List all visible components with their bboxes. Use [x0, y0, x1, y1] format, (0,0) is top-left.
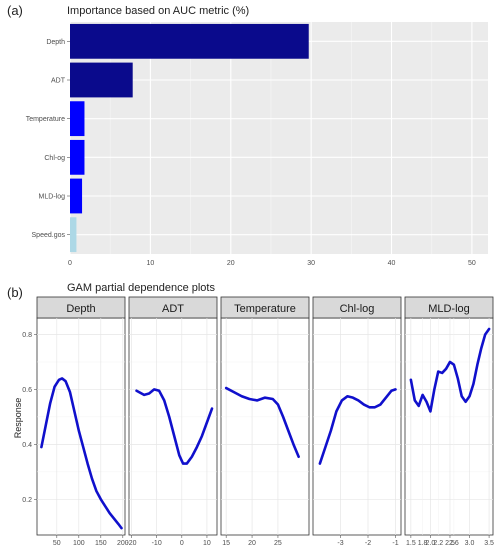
plot-background: [70, 22, 488, 254]
x-tick-label: -10: [152, 540, 162, 547]
y-tick-label: 0.2: [22, 497, 32, 504]
panel-a-label: (a): [7, 3, 23, 18]
bar-temperature: [70, 101, 85, 137]
x-tick-label: 1.5: [406, 540, 416, 547]
y-tick-label: ADT: [51, 78, 66, 85]
x-tick-label: 1.8: [418, 540, 428, 547]
response-line: [135, 388, 214, 465]
y-tick-label: Depth: [46, 39, 65, 46]
facet-strip-label: Depth: [66, 303, 95, 315]
gam-partial-dependence-chart: Depth 50 100 150 200 0.2 0.4 0.6 0.8 ADT -20 -10 0 10…: [22, 296, 494, 547]
x-tick-label: 0: [68, 260, 72, 267]
facet-strip: [36, 296, 126, 319]
response-line: [409, 327, 491, 413]
x-tick-label: 150: [95, 540, 107, 547]
y-tick-label: 0.4: [22, 442, 32, 449]
response-line: [318, 388, 397, 465]
facet-strip-label: Chl-log: [340, 303, 375, 315]
facet-temperature: Temperature 15 20 25: [220, 296, 310, 547]
facet-chl-log: Chl-log -3 -2 -1: [312, 296, 402, 547]
facet-strip-label: Temperature: [234, 303, 296, 315]
facet-depth: Depth 50 100 150 200 0.2 0.4 0.6 0.8: [22, 296, 129, 547]
bar-chl-og: [70, 139, 85, 175]
y-tick-label: 0.8: [22, 332, 32, 339]
x-tick-label: 2.5: [445, 540, 455, 547]
facet-strip: [404, 296, 494, 319]
x-tick-label: 2.0: [426, 540, 436, 547]
x-tick-label: 3.0: [465, 540, 475, 547]
x-tick-label: 40: [388, 260, 396, 267]
x-tick-label: 15: [222, 540, 230, 547]
x-tick-label: 10: [146, 260, 154, 267]
facet-strip: [312, 296, 402, 319]
facet-mld-log: MLD-log 1.5 2.0 2.5 3.0 3.5 1.8 2.2 2.6: [404, 296, 494, 547]
facet-strip: [220, 296, 310, 319]
importance-bar-chart: 0 10 20 30 40 50 Depth ADT Temperature Chl-og MLD-…: [26, 22, 488, 267]
y-tick-label: MLD-log: [39, 194, 66, 201]
facet-strip-label: MLD-log: [428, 303, 470, 315]
facet-strip-label: ADT: [162, 303, 184, 315]
facet-panel: [220, 317, 310, 536]
bar-depth: [70, 23, 309, 59]
bar-mld-log: [70, 178, 83, 214]
x-tick-label: 50: [53, 540, 61, 547]
x-tick-label: 50: [468, 260, 476, 267]
response-line: [224, 386, 300, 459]
panel-b-label: (b): [7, 285, 23, 300]
response-line: [40, 377, 123, 530]
x-tick-label: 20: [248, 540, 256, 547]
x-tick-label: 2.2: [433, 540, 443, 547]
facet-panel: [404, 317, 494, 536]
x-tick-label: 2.6: [449, 540, 459, 547]
y-tick-label: Chl-og: [44, 155, 65, 162]
x-tick-label: -20: [126, 540, 136, 547]
x-tick-label: 30: [307, 260, 315, 267]
x-tick-label: 3.5: [484, 540, 494, 547]
x-tick-label: -2: [365, 540, 371, 547]
facet-adt: ADT -20 -10 0 10: [126, 296, 218, 547]
facet-panel: [312, 317, 402, 536]
x-tick-label: 200: [117, 540, 129, 547]
x-tick-label: -3: [337, 540, 343, 547]
bar-speed-gos: [70, 217, 77, 253]
chart-a-title: Importance based on AUC metric (%): [67, 5, 249, 17]
x-tick-label: 25: [274, 540, 282, 547]
y-axis-label: Response: [13, 398, 23, 439]
bar-adt: [70, 62, 133, 98]
y-tick-label: Temperature: [26, 116, 65, 123]
x-tick-label: 100: [73, 540, 85, 547]
y-tick-label: Speed.gos: [32, 232, 66, 239]
facet-strip: [128, 296, 218, 319]
x-tick-label: -1: [392, 540, 398, 547]
facet-panel: [36, 317, 126, 536]
x-tick-label: 20: [227, 260, 235, 267]
x-tick-label: 10: [203, 540, 211, 547]
y-tick-label: 0.6: [22, 387, 32, 394]
x-tick-label: 0: [180, 540, 184, 547]
chart-b-title: GAM partial dependence plots: [67, 282, 215, 294]
